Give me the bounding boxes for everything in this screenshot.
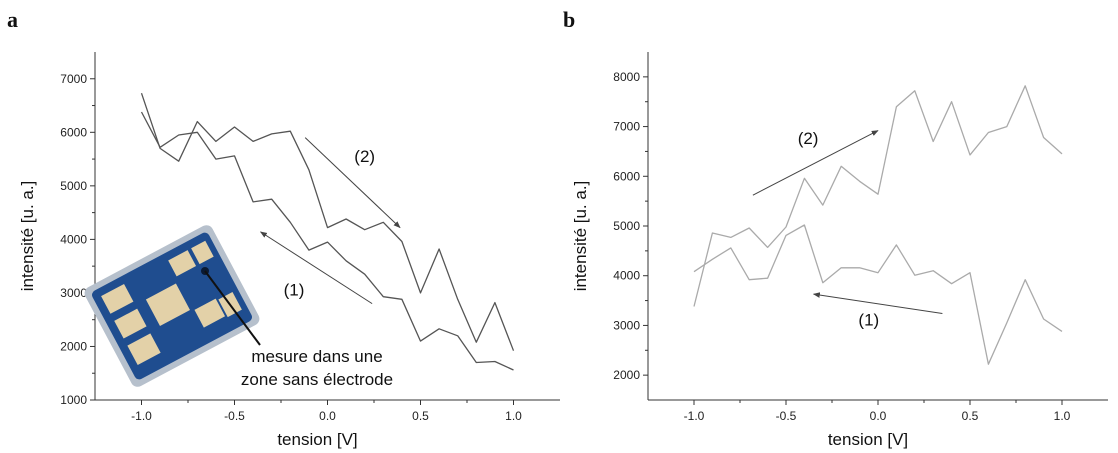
x-axis-title: tension [V]: [277, 430, 357, 449]
sweep-arrow-2: [304, 137, 401, 229]
x-tick-label: -1.0: [684, 409, 705, 423]
callout-line: [204, 270, 261, 346]
device-electrode: [127, 333, 161, 366]
x-axis-title: tension [V]: [828, 430, 908, 449]
y-tick-label: 2000: [613, 368, 640, 382]
sweep-arrow-1: [259, 231, 373, 305]
x-tick-label: 0.0: [870, 409, 887, 423]
y-axis-title: intensité [u. a.]: [571, 181, 590, 292]
panel-label-b: b: [563, 7, 575, 32]
x-tick-label: -1.0: [131, 409, 152, 423]
y-axis-title: intensité [u. a.]: [18, 181, 37, 292]
device-electrode: [191, 240, 214, 265]
chart-a: 1000 2000 3000 4000 5000 6000 7000 -1.0 -0.5 0.0 0…: [18, 52, 560, 449]
device-electrode: [194, 298, 226, 328]
x-tick-label: -0.5: [776, 409, 797, 423]
sweep-label-2: (2): [798, 129, 819, 148]
y-tick-label: 4000: [60, 232, 87, 246]
series-line-1: [140, 111, 514, 371]
x-tick-label: 0.0: [319, 409, 336, 423]
y-tick-label: 5000: [60, 179, 87, 193]
sweep-label-2: (2): [354, 147, 375, 166]
x-tick-label: 1.0: [1054, 409, 1071, 423]
device-electrode: [145, 283, 190, 326]
y-tick-label: 5000: [613, 219, 640, 233]
callout-label-line1: mesure dans une: [251, 347, 382, 366]
device-electrode: [168, 250, 197, 277]
y-tick-label: 7000: [60, 72, 87, 86]
y-tick-label: 6000: [613, 169, 640, 183]
x-tick-label: 1.0: [505, 409, 522, 423]
series-line-1: [693, 224, 1063, 365]
series-line-2: [140, 92, 515, 351]
sweep-arrow-2: [752, 130, 879, 196]
panel-label-a: a: [7, 7, 18, 32]
sweep-arrow-1: [812, 292, 943, 314]
y-tick-label: 6000: [60, 125, 87, 139]
device-electrode: [114, 308, 147, 339]
y-tick-label: 1000: [60, 393, 87, 407]
y-tick-label: 7000: [613, 120, 640, 134]
y-tick-label: 2000: [60, 339, 87, 353]
callout-label-line2: zone sans électrode: [241, 370, 393, 389]
series-line-2: [693, 85, 1063, 307]
x-tick-label: 0.5: [412, 409, 429, 423]
sweep-label-1: (1): [858, 310, 879, 329]
chart-b: 2000 3000 4000 5000 6000 7000 8000 -1.0 -0.5 0.0 0…: [571, 52, 1108, 449]
y-tick-label: 8000: [613, 70, 640, 84]
sweep-label-1: (1): [284, 281, 305, 300]
y-tick-label: 4000: [613, 269, 640, 283]
device-electrode: [101, 283, 134, 314]
device-photo-inset: mesure dans une zone sans électrode: [84, 225, 393, 389]
y-tick-label: 3000: [613, 318, 640, 332]
y-tick-label: 3000: [60, 286, 87, 300]
x-tick-label: 0.5: [962, 409, 979, 423]
x-tick-label: -0.5: [224, 409, 245, 423]
